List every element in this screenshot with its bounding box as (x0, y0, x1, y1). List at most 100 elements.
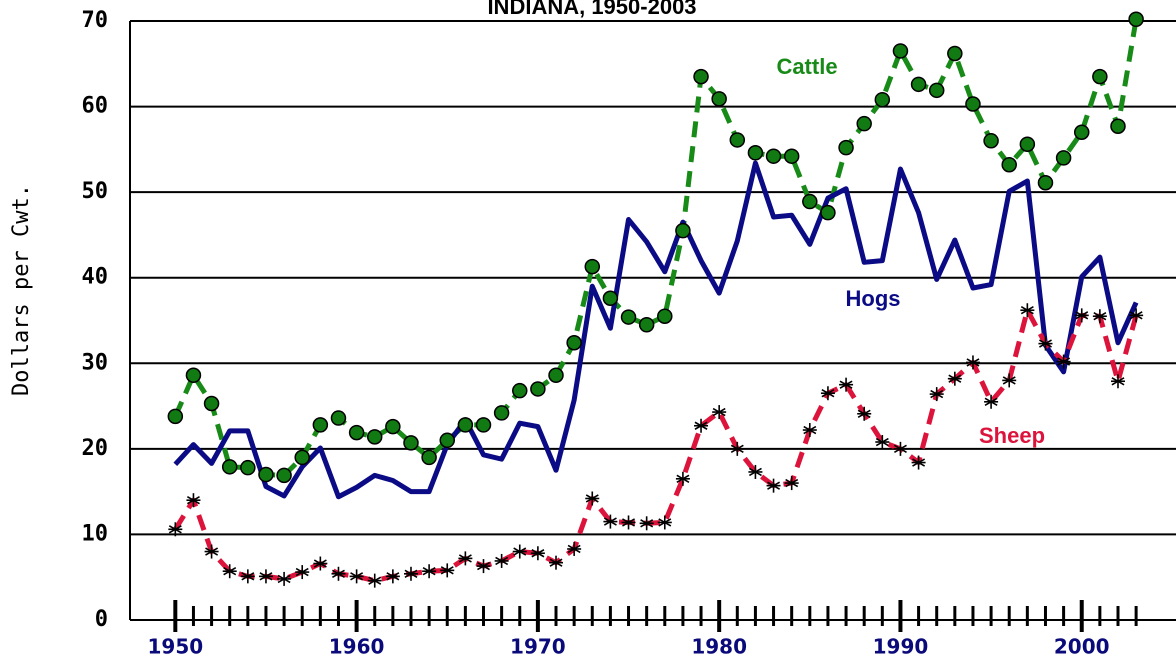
series-label: Hogs (846, 286, 901, 311)
point (366, 429, 383, 445)
y-tick-label: 50 (82, 179, 109, 204)
point (203, 395, 220, 412)
point (802, 423, 817, 438)
point (947, 45, 963, 62)
point (1092, 309, 1107, 324)
series-line (173, 18, 1139, 478)
point (693, 68, 709, 85)
point (892, 43, 909, 59)
point (330, 410, 347, 426)
point (784, 476, 799, 491)
point (167, 408, 184, 425)
point (403, 435, 419, 451)
point (422, 564, 437, 579)
point (530, 381, 546, 397)
point (512, 544, 527, 559)
point (312, 417, 329, 433)
chart-title: INDIANA, 1950-2003 (487, 0, 696, 19)
point (1038, 336, 1053, 351)
point (476, 559, 491, 574)
point (766, 478, 781, 493)
point (240, 569, 255, 584)
point (657, 308, 673, 324)
point (1074, 308, 1089, 323)
point (1110, 374, 1125, 389)
x-tick-label: 1990 (873, 635, 929, 659)
point (567, 541, 582, 556)
point (856, 115, 872, 132)
point (585, 491, 600, 506)
point (313, 556, 328, 571)
point (802, 193, 818, 210)
point (1020, 303, 1035, 318)
point (928, 82, 945, 99)
point (911, 455, 926, 470)
point (875, 435, 890, 450)
point (711, 91, 727, 107)
point (1001, 157, 1017, 173)
point (204, 544, 219, 559)
point (783, 148, 800, 164)
point (294, 449, 310, 466)
point (857, 406, 872, 421)
point (349, 569, 364, 584)
y-tick-label: 30 (82, 350, 109, 375)
point (1037, 174, 1054, 191)
point (530, 546, 545, 561)
y-tick-label: 10 (82, 521, 109, 546)
point (1055, 150, 1072, 166)
point (910, 76, 927, 93)
point (186, 493, 201, 508)
point (258, 569, 273, 584)
series-label: Sheep (979, 423, 1045, 448)
point (331, 566, 346, 581)
point (276, 467, 292, 484)
point (1110, 118, 1126, 135)
point (1129, 308, 1144, 323)
point (1092, 68, 1108, 85)
point (893, 441, 908, 456)
point (258, 466, 274, 483)
point (983, 133, 999, 149)
point (657, 515, 672, 530)
point (385, 569, 400, 584)
point (403, 566, 418, 581)
y-tick-label: 60 (82, 94, 109, 119)
point (675, 471, 690, 486)
point (1002, 373, 1017, 388)
x-tick-label: 2000 (1054, 635, 1110, 659)
x-tick-label: 1980 (691, 635, 747, 659)
point (839, 377, 854, 392)
point (1128, 11, 1144, 28)
point (747, 145, 764, 161)
point (947, 371, 962, 386)
x-tick-label: 1960 (329, 635, 385, 659)
point (929, 387, 944, 402)
point (621, 515, 636, 530)
point (367, 573, 382, 588)
point (712, 405, 727, 420)
point (277, 571, 292, 586)
y-tick-label: 0 (95, 607, 108, 632)
point (620, 309, 637, 325)
point (820, 386, 835, 401)
point (221, 459, 238, 475)
point (820, 204, 836, 221)
point (965, 355, 980, 370)
point (440, 563, 455, 578)
point (458, 551, 473, 566)
point (874, 91, 891, 108)
point (965, 96, 981, 112)
y-axis-label: Dollars per Cwt. (9, 184, 34, 396)
point (185, 367, 202, 384)
point (240, 459, 256, 476)
point (603, 514, 618, 529)
point (748, 464, 763, 479)
y-tick-label: 40 (82, 265, 109, 290)
point (475, 417, 492, 433)
point (385, 418, 401, 435)
point (984, 394, 999, 409)
y-tick-label: 20 (82, 436, 109, 461)
point (494, 553, 509, 568)
point (548, 367, 564, 384)
